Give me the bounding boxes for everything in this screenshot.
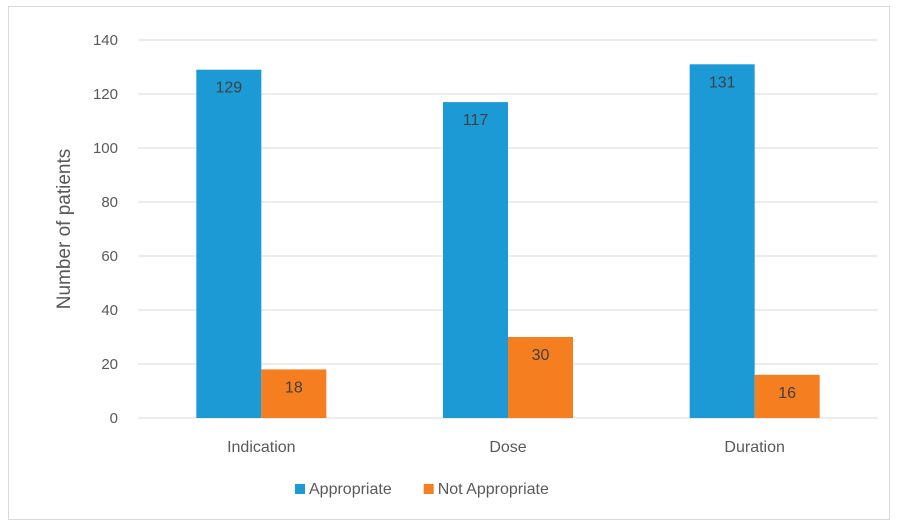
legend-entry: Appropriate xyxy=(309,481,392,498)
data-label: 16 xyxy=(778,385,796,402)
bar-appropriate-duration xyxy=(689,64,755,419)
data-label: 117 xyxy=(463,112,489,129)
y-tick-label: 20 xyxy=(101,356,118,373)
bars xyxy=(196,64,820,419)
y-tick-label: 0 xyxy=(110,410,118,427)
data-label: 129 xyxy=(215,80,242,97)
y-axis-label: Number of patients xyxy=(54,149,75,310)
y-tick-label: 40 xyxy=(101,302,118,319)
y-tick-label: 60 xyxy=(101,248,118,265)
legend-entry: Not Appropriate xyxy=(438,481,549,498)
x-category-label: Dose xyxy=(489,439,526,456)
legend: Appropriate Not Appropriate xyxy=(295,481,549,498)
x-category-label: Indication xyxy=(227,439,296,456)
bar-appropriate-indication xyxy=(196,69,262,418)
bar-not-appropriate-indication xyxy=(261,369,327,418)
legend-swatch xyxy=(423,484,434,494)
bar-appropriate-dose xyxy=(443,102,508,418)
x-axis-categories: Indication Dose Duration xyxy=(227,439,785,456)
data-labels: 129 18 117 30 131 16 xyxy=(215,74,796,402)
y-axis-ticks: 0 20 40 60 80 100 120 140 xyxy=(93,32,118,427)
bar-not-appropriate-duration xyxy=(754,374,820,418)
data-label: 131 xyxy=(709,74,736,91)
data-label: 18 xyxy=(285,379,303,396)
x-category-label: Duration xyxy=(724,439,784,456)
y-tick-label: 140 xyxy=(93,32,118,49)
data-label: 30 xyxy=(532,347,550,364)
y-tick-label: 80 xyxy=(101,194,118,211)
y-tick-label: 100 xyxy=(93,140,118,157)
legend-swatch xyxy=(295,484,305,494)
bar-not-appropriate-dose xyxy=(508,337,573,418)
y-tick-label: 120 xyxy=(93,86,118,103)
